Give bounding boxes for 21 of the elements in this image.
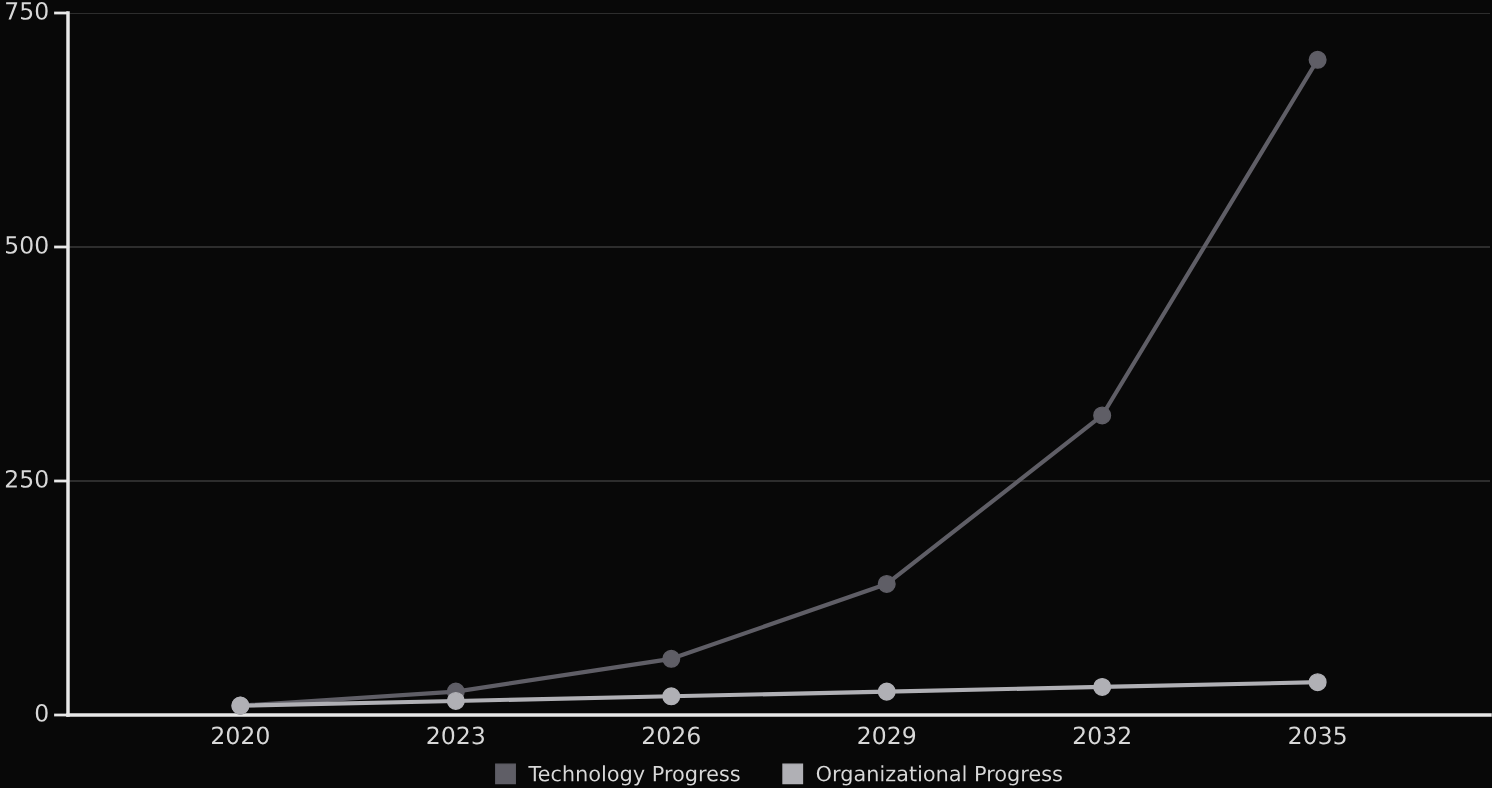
x-tick-label: 2032 — [1073, 726, 1130, 745]
y-tick-label: 500 — [6, 235, 48, 254]
x-tick-label: 2035 — [1289, 726, 1346, 745]
y-tick-label: 750 — [6, 1, 48, 20]
y-tick-label: 250 — [5, 469, 48, 488]
point — [1093, 406, 1112, 425]
x-tick-label: 2026 — [642, 726, 700, 745]
point — [877, 682, 896, 701]
y-tick-label: 0 — [35, 703, 48, 722]
legend-label: Organizational Progress — [816, 765, 1062, 786]
legend-label: Technology Progress — [528, 765, 740, 786]
x-tick-label: 2020 — [212, 726, 269, 745]
x-tick-label: 2029 — [858, 726, 916, 745]
point — [446, 691, 465, 710]
point — [1308, 50, 1327, 69]
point — [1308, 673, 1327, 692]
point — [662, 649, 681, 668]
point — [1093, 677, 1112, 696]
point — [877, 574, 896, 593]
x-tick-label: 2023 — [427, 726, 484, 745]
point — [662, 687, 681, 706]
